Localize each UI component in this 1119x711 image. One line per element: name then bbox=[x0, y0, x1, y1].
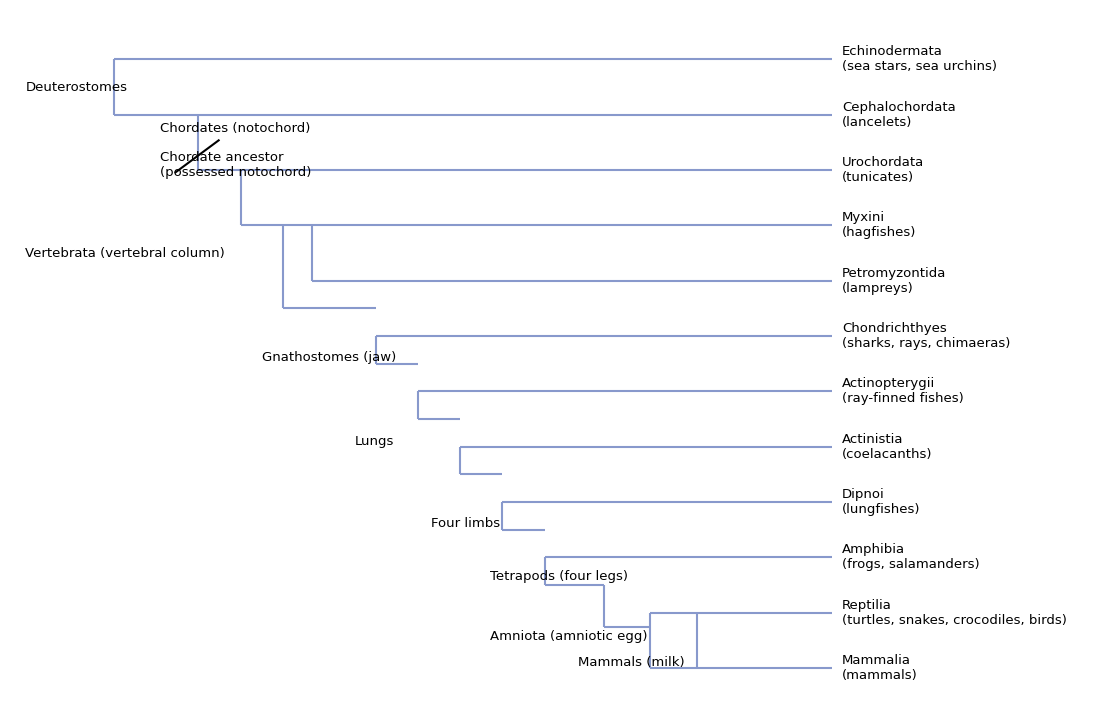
Text: Myxini
(hagfishes): Myxini (hagfishes) bbox=[841, 211, 916, 240]
Text: Mammals (milk): Mammals (milk) bbox=[579, 656, 685, 669]
Text: Urochordata
(tunicates): Urochordata (tunicates) bbox=[841, 156, 924, 184]
Text: Mammalia
(mammals): Mammalia (mammals) bbox=[841, 654, 918, 682]
Text: Petromyzontida
(lampreys): Petromyzontida (lampreys) bbox=[841, 267, 947, 295]
Text: Cephalochordata
(lancelets): Cephalochordata (lancelets) bbox=[841, 101, 956, 129]
Text: Amniota (amniotic egg): Amniota (amniotic egg) bbox=[490, 629, 647, 643]
Text: Chondrichthyes
(sharks, rays, chimaeras): Chondrichthyes (sharks, rays, chimaeras) bbox=[841, 322, 1010, 350]
Text: Vertebrata (vertebral column): Vertebrata (vertebral column) bbox=[26, 247, 225, 260]
Text: Four limbs: Four limbs bbox=[431, 517, 500, 530]
Text: Dipnoi
(lungfishes): Dipnoi (lungfishes) bbox=[841, 488, 921, 516]
Text: Amphibia
(frogs, salamanders): Amphibia (frogs, salamanders) bbox=[841, 543, 979, 572]
Text: Lungs: Lungs bbox=[355, 434, 394, 448]
Text: Tetrapods (four legs): Tetrapods (four legs) bbox=[490, 570, 628, 583]
Text: Chordate ancestor
(possessed notochord): Chordate ancestor (possessed notochord) bbox=[160, 151, 312, 178]
Text: Actinistia
(coelacanths): Actinistia (coelacanths) bbox=[841, 433, 932, 461]
Text: Gnathostomes (jaw): Gnathostomes (jaw) bbox=[262, 351, 396, 363]
Text: Reptilia
(turtles, snakes, crocodiles, birds): Reptilia (turtles, snakes, crocodiles, b… bbox=[841, 599, 1066, 627]
Text: Chordates (notochord): Chordates (notochord) bbox=[160, 122, 311, 135]
Text: Deuterostomes: Deuterostomes bbox=[26, 80, 128, 94]
Text: Actinopterygii
(ray-finned fishes): Actinopterygii (ray-finned fishes) bbox=[841, 378, 963, 405]
Text: Echinodermata
(sea stars, sea urchins): Echinodermata (sea stars, sea urchins) bbox=[841, 46, 997, 73]
